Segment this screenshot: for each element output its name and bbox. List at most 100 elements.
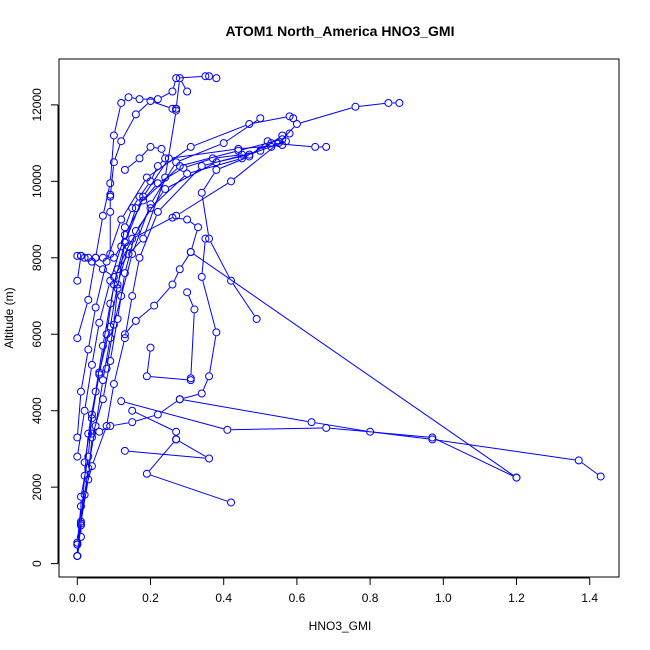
- series-segment: [81, 460, 89, 493]
- data-point: [142, 372, 151, 381]
- series-segment: [209, 336, 217, 373]
- series-segment: [190, 158, 239, 174]
- y-tick-label: 4000: [30, 397, 44, 424]
- series-profile: [73, 112, 298, 442]
- data-point: [124, 249, 133, 258]
- series-segment: [115, 257, 127, 274]
- series-segment: [144, 181, 165, 236]
- series-segment: [132, 261, 140, 293]
- series-segment: [146, 351, 151, 373]
- series-segment: [121, 231, 125, 243]
- data-point: [102, 364, 111, 373]
- series-segment: [110, 273, 118, 300]
- series-segment: [210, 241, 230, 278]
- data-point: [212, 74, 221, 83]
- data-point: [351, 102, 360, 111]
- series-profile: [120, 406, 214, 463]
- series-segment: [122, 180, 146, 217]
- series-segment: [275, 142, 312, 148]
- x-tick-label: 1.2: [508, 591, 525, 605]
- series-segment: [188, 295, 194, 306]
- data-point: [146, 343, 155, 352]
- data-point: [73, 334, 82, 343]
- data-point: [109, 272, 118, 281]
- data-point: [113, 280, 122, 289]
- series-segment: [114, 341, 125, 381]
- data-point: [131, 204, 140, 213]
- series-segment: [113, 292, 118, 321]
- data-point: [95, 368, 104, 377]
- data-point: [131, 110, 140, 119]
- data-point: [117, 292, 126, 301]
- series-segment: [92, 402, 103, 434]
- data-point: [245, 119, 254, 128]
- data-point: [84, 475, 93, 484]
- series-segment: [96, 265, 107, 304]
- series-segment: [84, 368, 92, 407]
- series-profile: [80, 139, 331, 467]
- data-point: [205, 372, 214, 381]
- series-segment: [92, 326, 100, 361]
- series-segment: [81, 353, 89, 388]
- x-tick-label: 0.4: [215, 591, 232, 605]
- data-point: [168, 280, 177, 289]
- data-point: [73, 251, 82, 260]
- series-segment: [122, 117, 135, 138]
- x-tick-label: 0.0: [69, 591, 86, 605]
- data-point: [161, 173, 170, 182]
- x-axis: 0.0 0.2 0.4 0.6 0.8 1.0 1.2 1.4: [69, 577, 598, 605]
- x-tick-label: 1.4: [581, 591, 598, 605]
- data-point: [512, 473, 521, 482]
- data-point: [87, 360, 96, 369]
- series-segment: [150, 474, 228, 502]
- series-segment: [252, 143, 265, 155]
- series-profile: [109, 142, 170, 262]
- data-point: [139, 234, 148, 243]
- series-segment: [161, 169, 181, 182]
- series-segment: [285, 135, 287, 138]
- data-point: [172, 427, 181, 436]
- plot-frame: [58, 58, 620, 578]
- series-segment: [181, 255, 190, 267]
- data-point: [131, 316, 140, 325]
- series-segment: [125, 299, 133, 335]
- data-point: [252, 314, 261, 323]
- data-point: [87, 462, 96, 471]
- data-point: [73, 433, 82, 442]
- data-point: [106, 207, 115, 216]
- series-segment: [84, 422, 92, 459]
- data-point: [186, 376, 195, 385]
- data-point: [84, 295, 93, 304]
- series-segment: [160, 168, 200, 210]
- series-segment: [92, 429, 106, 463]
- series-segment: [179, 440, 206, 457]
- series-segment: [219, 157, 246, 169]
- data-point: [80, 406, 89, 415]
- series-segment: [330, 427, 429, 438]
- series-segment: [194, 124, 246, 146]
- series-segment: [115, 249, 120, 255]
- data-point: [102, 330, 111, 339]
- data-point: [322, 423, 331, 432]
- series-segment: [103, 341, 111, 377]
- data-point: [205, 454, 214, 463]
- data-point: [124, 93, 133, 102]
- data-point: [161, 184, 170, 193]
- data-point: [87, 429, 96, 438]
- series-segment: [125, 211, 136, 239]
- data-point: [172, 74, 181, 83]
- data-point: [238, 150, 247, 159]
- series-segment: [88, 311, 96, 346]
- data-point: [197, 272, 206, 281]
- series-segment: [118, 250, 128, 281]
- data-point: [117, 242, 126, 251]
- series-segment: [226, 120, 258, 142]
- series-segment: [153, 176, 185, 206]
- data-point: [76, 502, 85, 511]
- series-segment: [110, 288, 118, 323]
- series-segment: [160, 160, 163, 164]
- data-point: [98, 341, 107, 350]
- data-point: [256, 114, 265, 123]
- data-point: [109, 320, 118, 329]
